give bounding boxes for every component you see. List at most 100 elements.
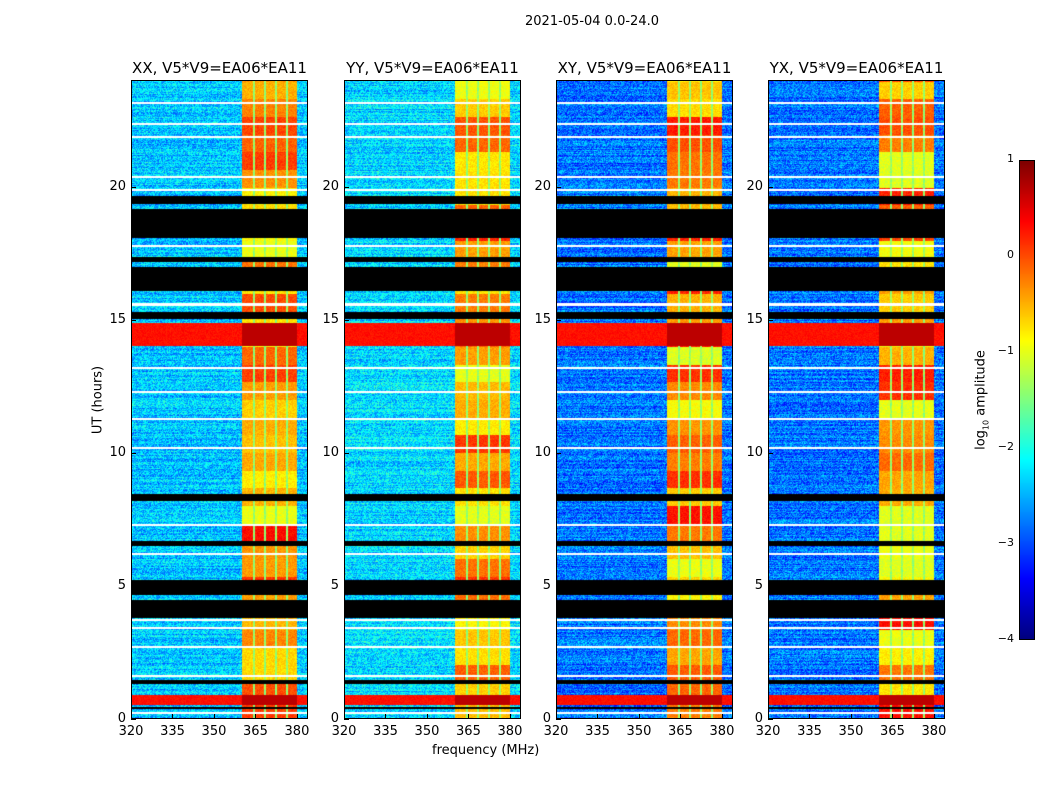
y-tick [768,585,773,587]
y-tick [131,452,136,454]
colorbar-label: log10 amplitude [973,350,991,450]
x-tick [638,714,640,719]
x-tick [597,714,599,719]
y-tick [344,186,349,188]
x-tick [172,714,174,719]
x-tick [556,714,557,719]
figure-title: 2021-05-04 0.0-24.0 [525,14,659,29]
heatmap-panel [768,80,945,719]
x-tick-label: 335 [797,724,822,739]
y-tick [768,186,773,188]
x-tick-label: 365 [880,724,905,739]
y-tick-label: 20 [322,178,339,194]
y-tick [768,719,773,720]
heatmap-cells [132,81,307,718]
x-tick-label: 335 [160,724,185,739]
x-tick-label: 350 [201,724,227,739]
y-tick-label: 5 [542,577,551,593]
x-tick-label: 365 [243,724,268,739]
panel-title: YY, V5*V9=EA06*EA11 [346,59,519,77]
y-tick [344,452,349,454]
heatmap-panel [131,80,308,719]
heatmap-panel [556,80,733,719]
x-tick [344,714,345,719]
x-tick [255,714,257,719]
y-tick [768,452,773,454]
x-tick-label: 380 [709,724,735,739]
x-tick-label: 335 [585,724,610,739]
y-tick [556,719,561,720]
y-tick-label: 15 [109,311,126,327]
heatmap-panel [344,80,521,719]
y-axis-label: UT (hours) [90,365,106,435]
y-tick-label: 20 [534,178,551,194]
colorbar-tick-label: 1 [1007,152,1014,165]
y-tick [344,585,349,587]
colorbar-tick-label: 0 [1007,248,1014,261]
panel-title: YX, V5*V9=EA06*EA11 [769,59,944,77]
y-tick [344,319,349,321]
y-tick [344,719,349,720]
y-tick-label: 10 [746,444,763,460]
heatmap-cells [769,81,944,718]
panel-title: XY, V5*V9=EA06*EA11 [557,59,732,77]
y-tick-label: 10 [322,444,339,460]
x-tick [892,714,894,719]
colorbar-tick-label: −3 [997,536,1014,549]
x-tick-label: 380 [921,724,947,739]
y-tick-label: 15 [534,311,551,327]
x-tick-label: 320 [543,724,569,739]
x-tick [768,714,769,719]
y-tick-label: 20 [109,178,126,194]
x-tick-label: 365 [456,724,481,739]
heatmap-cells [557,81,732,718]
y-tick-label: 5 [330,577,339,593]
x-tick [721,714,723,719]
y-tick [556,585,561,587]
x-tick-label: 335 [373,724,398,739]
y-tick [131,319,136,321]
y-tick [131,186,136,188]
x-tick [385,714,387,719]
y-tick [768,319,773,321]
y-tick-label: 5 [754,577,763,593]
x-tick [850,714,852,719]
colorbar-tick-label: −1 [997,344,1014,357]
y-tick-label: 10 [534,444,551,460]
y-tick [556,319,561,321]
y-tick-label: 0 [330,711,339,726]
x-tick-label: 320 [118,724,144,739]
x-tick-label: 365 [668,724,693,739]
x-tick-label: 380 [497,724,523,739]
y-tick-label: 15 [322,311,339,327]
y-tick-label: 0 [542,711,551,726]
heatmap-cells [345,81,520,718]
x-tick [131,714,132,719]
colorbar [1019,160,1035,640]
x-tick-label: 350 [838,724,864,739]
x-tick [468,714,470,719]
y-tick [556,452,561,454]
x-tick-label: 350 [414,724,440,739]
x-tick-label: 320 [755,724,781,739]
y-tick [131,719,136,720]
x-tick [680,714,682,719]
x-tick [426,714,428,719]
panel-title: XX, V5*V9=EA06*EA11 [132,59,307,77]
x-tick [296,714,298,719]
y-tick-label: 0 [754,711,763,726]
colorbar-tick-label: −4 [997,632,1014,645]
y-tick-label: 20 [746,178,763,194]
y-tick-label: 10 [109,444,126,460]
y-tick-label: 5 [117,577,126,593]
y-tick [556,186,561,188]
y-tick-label: 0 [117,711,126,726]
x-tick-label: 350 [626,724,652,739]
y-tick [131,585,136,587]
x-tick-label: 320 [331,724,357,739]
x-tick [213,714,215,719]
y-tick-label: 15 [746,311,763,327]
colorbar-tick-label: −2 [997,440,1014,453]
x-tick [933,714,935,719]
